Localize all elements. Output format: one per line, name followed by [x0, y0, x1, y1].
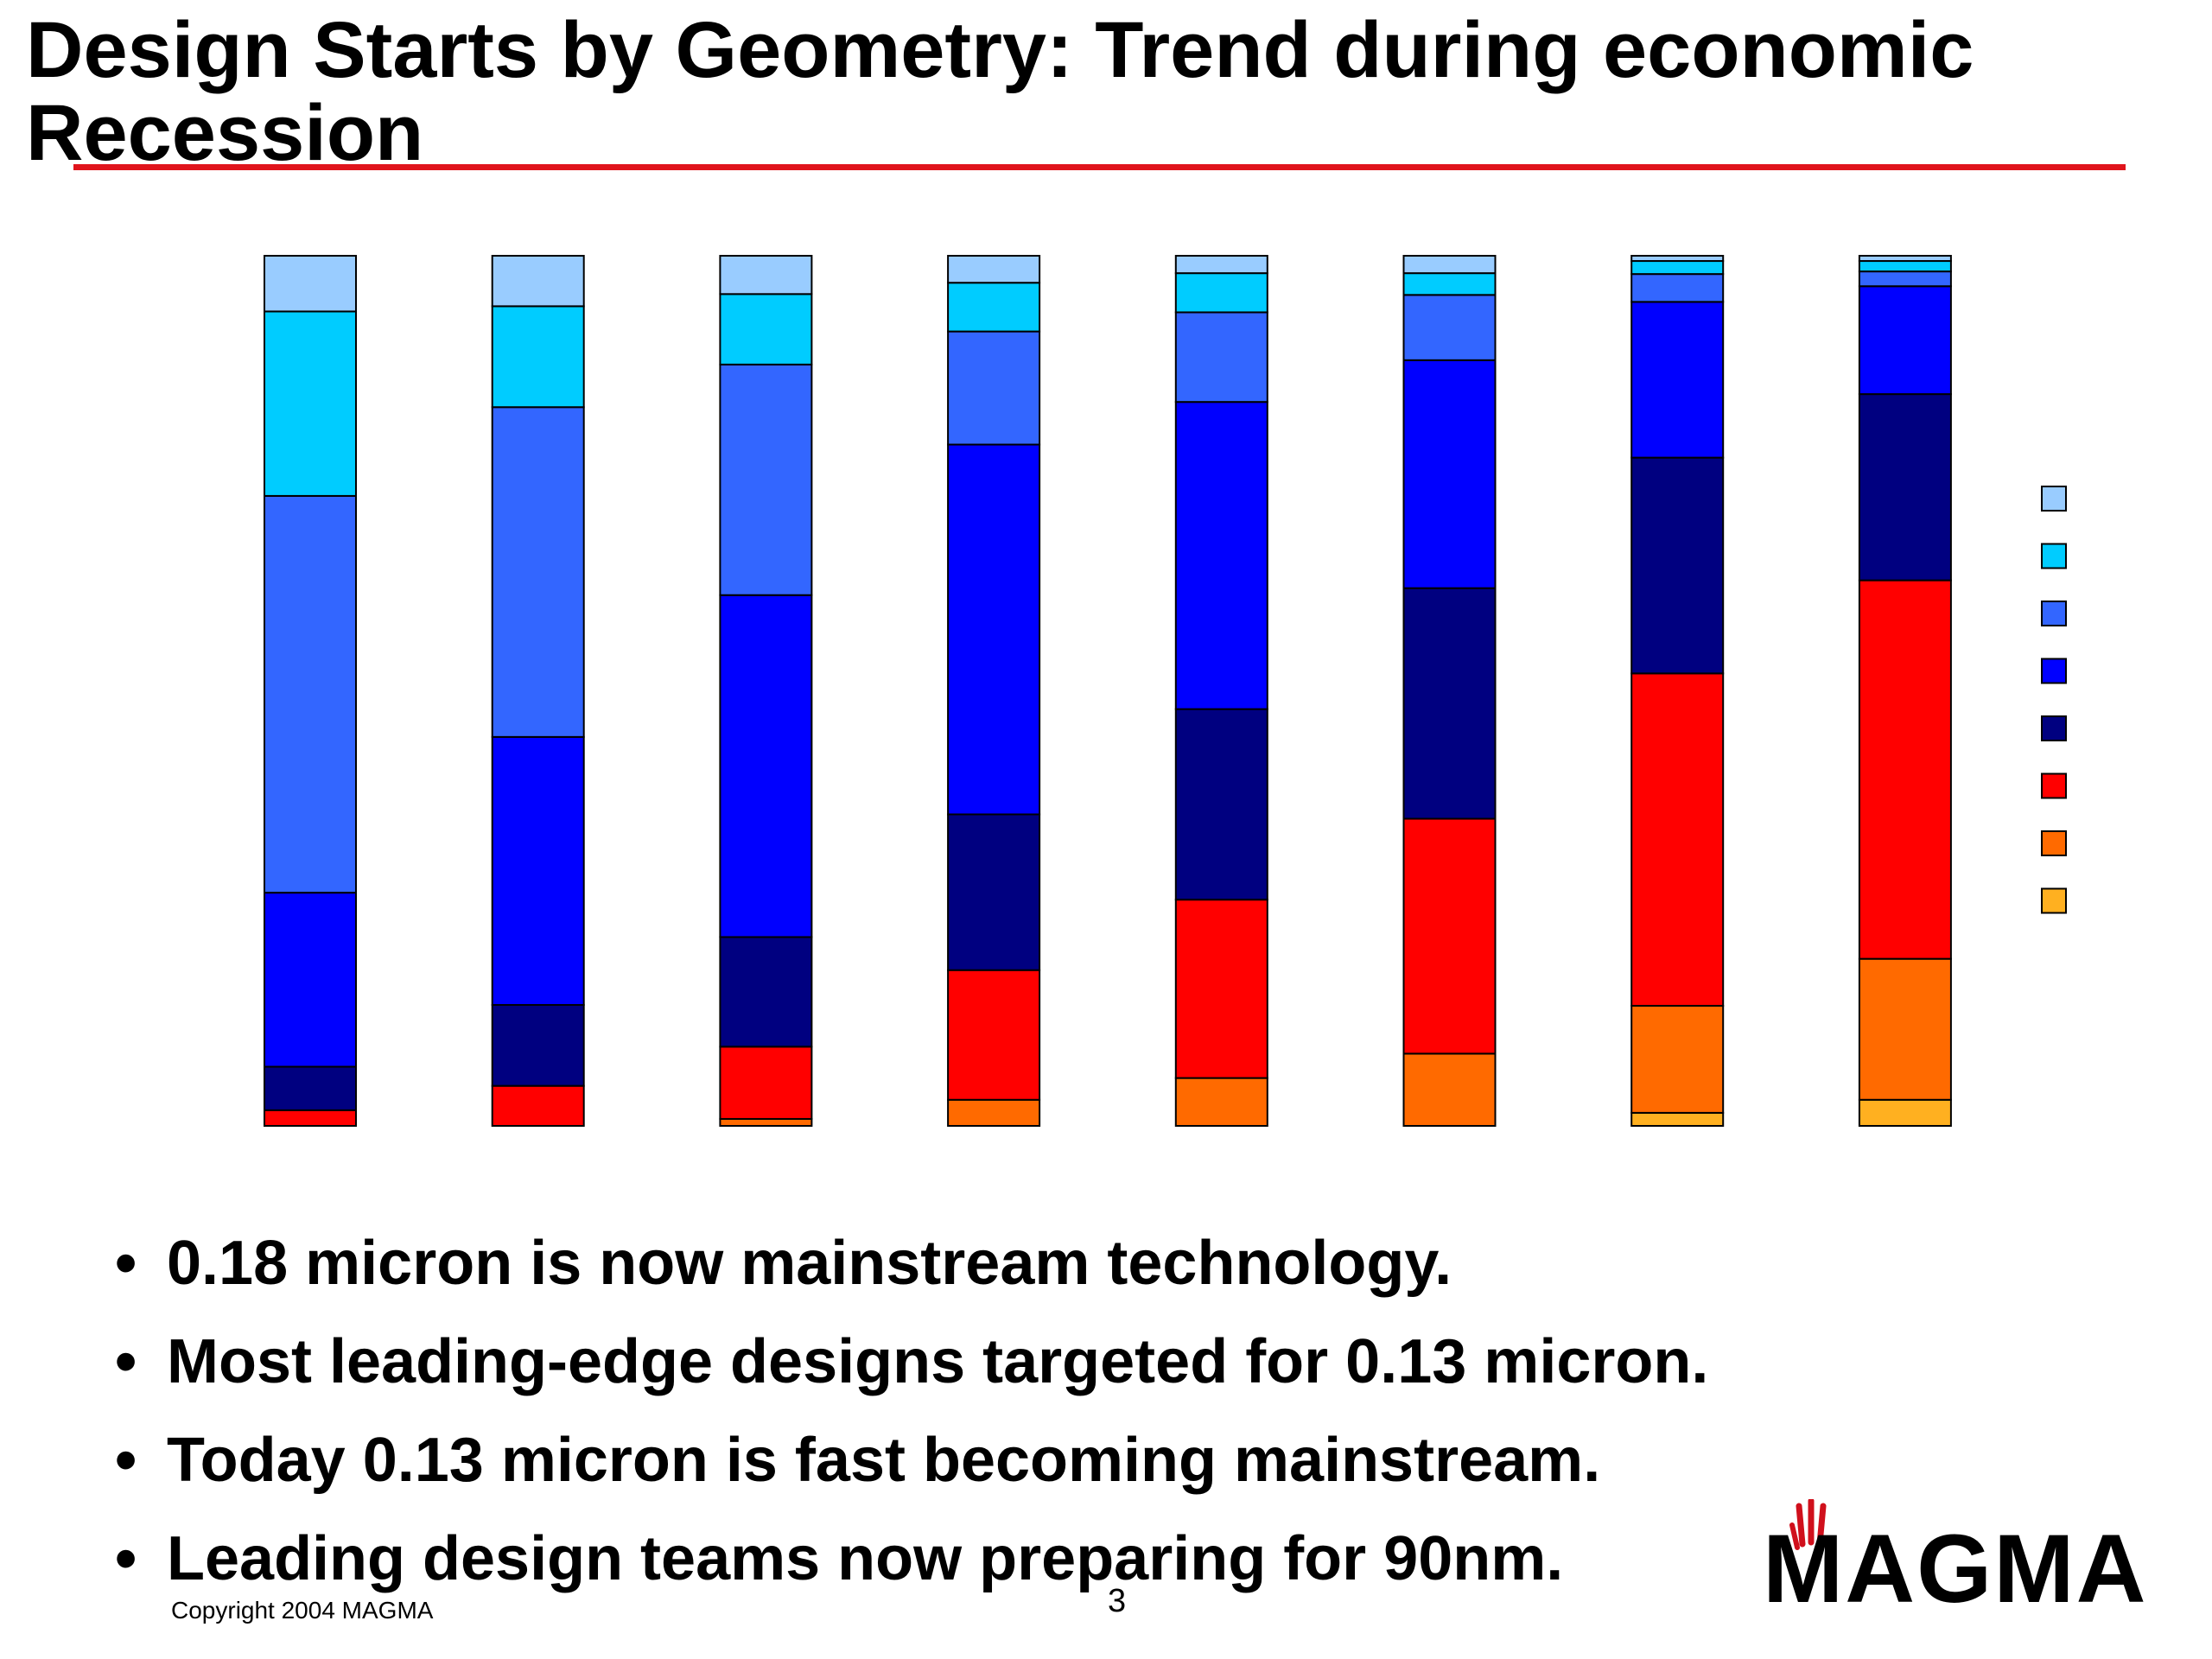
- bar-segment: [1630, 1111, 1725, 1128]
- bullet-item: • Leading design teams now preparing for …: [108, 1510, 1923, 1608]
- bar-segment: [1858, 270, 1952, 288]
- bar-segment: [947, 330, 1041, 446]
- bar-segment: [1630, 255, 1725, 263]
- bar-segment: [1630, 273, 1725, 303]
- chart-legend: [2041, 486, 2067, 914]
- bar-segment: [719, 1046, 813, 1120]
- bar-segment: [1174, 899, 1268, 1079]
- bullet-glyph: •: [115, 1327, 137, 1396]
- bar-segment: [1402, 1052, 1497, 1127]
- legend-swatch: [2041, 601, 2067, 626]
- bar-segment: [719, 594, 813, 938]
- bar-segment: [1858, 579, 1952, 960]
- bar-segment: [947, 282, 1041, 333]
- bar-segment: [1174, 1077, 1268, 1127]
- bar-segment: [1402, 255, 1497, 275]
- bar-segment: [1858, 957, 1952, 1101]
- bar-segment: [947, 969, 1041, 1101]
- bar-segment: [264, 892, 357, 1068]
- legend-swatch: [2041, 486, 2067, 512]
- bullet-glyph: •: [115, 1229, 137, 1298]
- bar-segment: [1858, 255, 1952, 263]
- bar-segment: [947, 443, 1041, 816]
- bullet-text: Most leading-edge designs targeted for 0…: [167, 1327, 1709, 1396]
- bar-group: [264, 255, 1952, 1128]
- bar-segment: [1174, 255, 1268, 275]
- bar-segment: [491, 1084, 585, 1127]
- bar-segment: [264, 1109, 357, 1128]
- bar-segment: [1630, 456, 1725, 675]
- bar-segment: [491, 406, 585, 738]
- bar-segment: [264, 494, 357, 894]
- bar-segment: [719, 255, 813, 296]
- legend-swatch: [2041, 543, 2067, 569]
- bar-segment: [264, 310, 357, 497]
- page-number: 3: [1108, 1583, 1127, 1619]
- bar-segment: [264, 255, 357, 313]
- bar-segment: [491, 255, 585, 308]
- bar-segment: [1630, 672, 1725, 1007]
- copyright-text: Copyright 2004 MAGMA: [171, 1597, 434, 1624]
- bullet-list: • 0.18 micron is now mainstream technolog…: [108, 1214, 1923, 1608]
- bar-segment: [1174, 311, 1268, 404]
- bar-segment: [1858, 1098, 1952, 1128]
- bar-segment: [1174, 708, 1268, 901]
- stacked-bar-chart: [264, 255, 2067, 1128]
- bullet-text: Today 0.13 micron is fast becoming mains…: [167, 1426, 1601, 1495]
- slide-title: Design Starts by Geometry: Trend during …: [26, 6, 1974, 177]
- bar-segment: [1174, 272, 1268, 314]
- bar-segment: [947, 255, 1041, 284]
- magma-logo-flame-icon: [1789, 1499, 1827, 1550]
- bar-segment: [1402, 359, 1497, 589]
- magma-logo-text: MAGMA: [1763, 1515, 2148, 1623]
- bar-segment: [947, 813, 1041, 971]
- bullet-glyph: •: [115, 1524, 137, 1593]
- legend-swatch: [2041, 772, 2067, 799]
- legend-swatch: [2041, 887, 2067, 914]
- bar-segment: [1402, 272, 1497, 296]
- bar-segment: [491, 735, 585, 1007]
- legend-swatch: [2041, 658, 2067, 684]
- bar-segment: [1402, 294, 1497, 361]
- bar-segment: [719, 363, 813, 596]
- bar-segment: [947, 1098, 1041, 1128]
- bar-segment: [264, 1065, 357, 1111]
- bar-segment: [719, 1117, 813, 1127]
- bar-segment: [1858, 260, 1952, 273]
- bar-segment: [491, 1004, 585, 1087]
- bar-segment: [719, 936, 813, 1048]
- bullet-item: • Most leading-edge designs targeted for …: [108, 1313, 1923, 1411]
- bar-segment: [491, 305, 585, 409]
- bar-segment: [719, 293, 813, 365]
- bullet-text: Leading design teams now preparing for 9…: [167, 1524, 1564, 1593]
- bullet-item: • 0.18 micron is now mainstream technolog…: [108, 1214, 1923, 1313]
- bar-segment: [1402, 817, 1497, 1055]
- bar-segment: [1630, 1005, 1725, 1114]
- bullet-item: • Today 0.13 micron is fast becoming main…: [108, 1411, 1923, 1510]
- legend-swatch: [2041, 715, 2067, 741]
- bar-segment: [1858, 285, 1952, 396]
- bar-segment: [1402, 587, 1497, 820]
- bar-segment: [1630, 260, 1725, 276]
- legend-swatch: [2041, 830, 2067, 856]
- bar-segment: [1858, 393, 1952, 582]
- title-underline: [73, 164, 2126, 170]
- bar-segment: [1630, 301, 1725, 459]
- bullet-glyph: •: [115, 1426, 137, 1495]
- bar-segment: [1174, 401, 1268, 710]
- bullet-text: 0.18 micron is now mainstream technology…: [167, 1229, 1452, 1298]
